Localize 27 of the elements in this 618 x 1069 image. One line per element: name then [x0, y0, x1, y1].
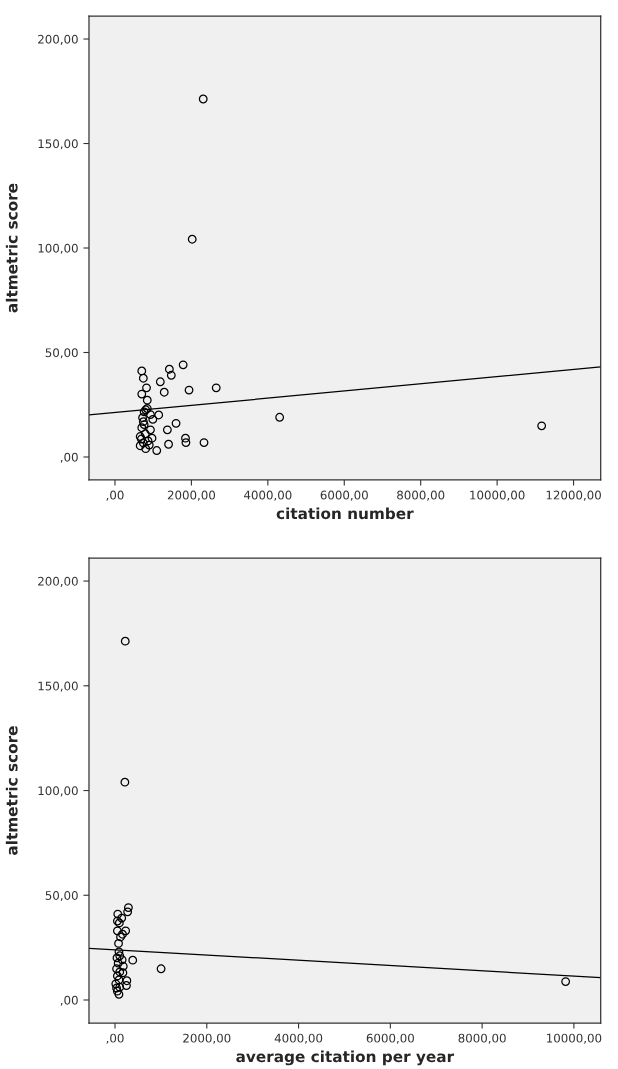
y-tick-label: 200,00	[38, 34, 78, 45]
x-axis-title: average citation per year	[236, 1050, 455, 1066]
y-tick-label: ,00	[60, 452, 78, 463]
y-tick-label: 50,00	[45, 348, 78, 359]
x-tick-label: 6000,00	[366, 1033, 414, 1044]
y-tick-label: ,00	[60, 995, 78, 1006]
y-tick-label: 100,00	[38, 243, 78, 254]
y-tick-label: 50,00	[45, 890, 78, 902]
y-tick-label: 100,00	[38, 786, 78, 797]
x-tick-label: 6000,00	[320, 490, 368, 501]
x-tick-label: 8000,00	[458, 1033, 506, 1044]
x-tick-label: ,00	[106, 490, 124, 501]
y-tick-label: 150,00	[38, 681, 78, 692]
y-axis-title: altmetric score	[5, 726, 18, 855]
x-tick-label: 4000,00	[244, 490, 292, 501]
x-tick-label: 2000,00	[167, 490, 216, 501]
y-axis-title: altmetric score	[5, 183, 18, 313]
y-tick-label: 150,00	[38, 139, 78, 150]
x-tick-label: 10000,00	[547, 1033, 602, 1044]
x-tick-label: 10000,00	[470, 490, 525, 501]
x-tick-label: 8000,00	[397, 490, 445, 501]
x-axis-title: citation number	[276, 507, 414, 520]
x-tick-label: ,00	[106, 1033, 124, 1044]
x-tick-label: 4000,00	[274, 1033, 323, 1044]
x-tick-label: 2000,00	[183, 1033, 231, 1044]
y-tick-label: 200,00	[38, 576, 78, 587]
x-tick-label: 12000,00	[546, 490, 601, 501]
